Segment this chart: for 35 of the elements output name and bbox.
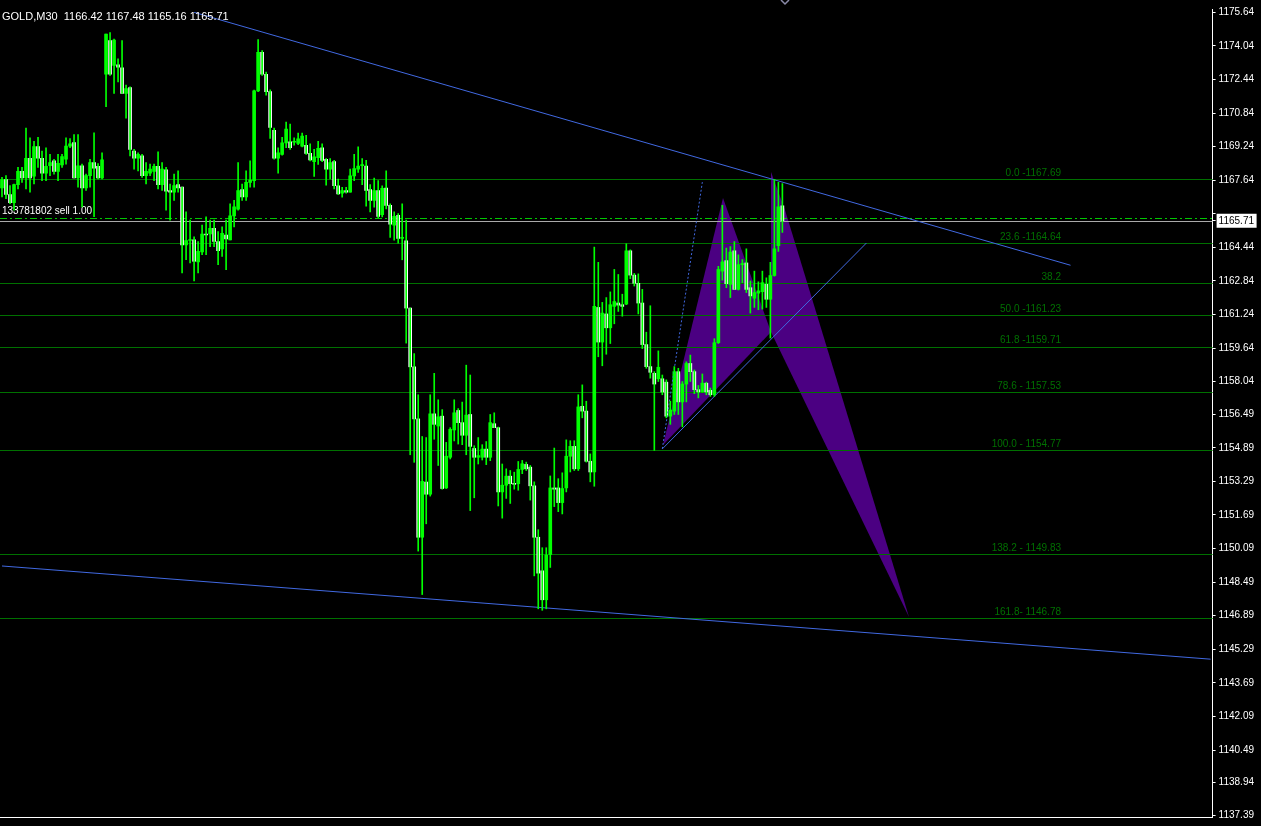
ref-line-label: 133781802 sell 1.00	[2, 204, 93, 216]
y-tick-label: 1161.24	[1218, 308, 1255, 320]
y-tick-label: 1159.64	[1218, 341, 1255, 353]
y-tick-label: 1142.09	[1218, 710, 1255, 722]
annotation: 161.8- 1146.78	[994, 605, 1062, 617]
annotation: 138.2 - 1149.83	[991, 541, 1062, 553]
annotation: 38.2	[1041, 270, 1062, 282]
y-tick-label: 1138.94	[1218, 776, 1255, 788]
y-tick-label: 1150.09	[1218, 542, 1255, 554]
y-tick-label: 1145.29	[1218, 643, 1255, 655]
y-tick-label: 1143.69	[1218, 676, 1255, 688]
y-tick-label: 1169.24	[1218, 140, 1255, 152]
y-tick-label: 1172.44	[1218, 73, 1255, 85]
y-tick-label: 1162.84	[1218, 274, 1255, 286]
y-tick-label: 1165.71	[1218, 214, 1255, 226]
y-tick-label: 1175.64	[1218, 6, 1255, 18]
annotation: 0.0 -1167.69	[1005, 166, 1062, 178]
annotation: 100.0 - 1154.77	[991, 438, 1062, 450]
annotation: 23.6 -1164.64	[1000, 230, 1062, 242]
annotation: 61.8 -1159.71	[1000, 334, 1062, 346]
y-tick-label: 1146.89	[1218, 609, 1255, 621]
y-tick-label: 1140.49	[1218, 743, 1255, 755]
y-tick-label: 1153.29	[1218, 475, 1255, 487]
y-tick-label: 1174.04	[1218, 39, 1255, 51]
y-tick-label: 1167.64	[1218, 174, 1255, 185]
annotation: 50.0 -1161.23	[1000, 302, 1062, 314]
y-tick-label: 1151.69	[1218, 508, 1255, 520]
annotation: 78.6 - 1157.53	[997, 380, 1062, 392]
y-tick-label: 1148.49	[1218, 575, 1255, 587]
y-tick-label: 1154.89	[1218, 441, 1255, 453]
y-tick-label: 1158.04	[1218, 375, 1255, 387]
y-tick-label: 1170.84	[1218, 106, 1255, 118]
y-tick-label: 1137.39	[1218, 808, 1255, 820]
y-tick-label: 1156.49	[1218, 408, 1255, 420]
y-tick-label: 1164.44	[1218, 241, 1255, 253]
